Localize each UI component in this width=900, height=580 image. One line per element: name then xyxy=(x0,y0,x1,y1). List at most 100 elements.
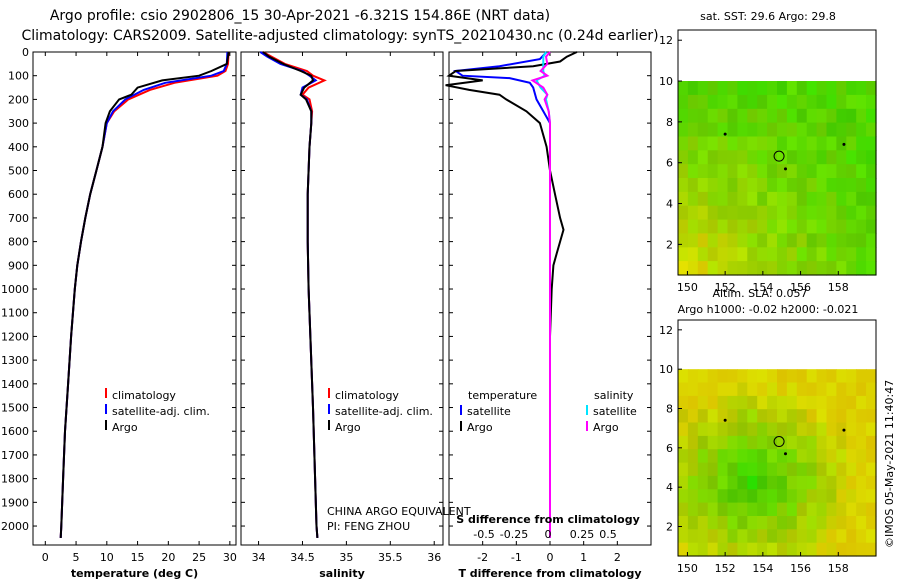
map-frame xyxy=(677,319,877,557)
heatmap-cell xyxy=(866,150,877,165)
heatmap-cell xyxy=(816,409,828,424)
heatmap-cell xyxy=(687,542,699,557)
heatmap-cell xyxy=(747,422,758,437)
heatmap-cell xyxy=(816,94,828,110)
y-tick-label: 1400 xyxy=(1,378,29,391)
heatmap-cell xyxy=(816,136,828,151)
heatmap-cell xyxy=(826,122,837,138)
heatmap-cell xyxy=(707,435,719,450)
heatmap-cell xyxy=(747,108,758,124)
heatmap-cell xyxy=(767,409,778,424)
heatmap-cell xyxy=(707,409,719,424)
heatmap-cell xyxy=(796,409,808,424)
series-line-argo xyxy=(262,51,319,538)
heatmap-cell xyxy=(866,108,877,124)
heatmap-cell xyxy=(707,261,719,276)
heatmap-cell xyxy=(846,94,857,110)
heatmap-cell xyxy=(717,261,729,276)
heatmap-cell xyxy=(747,369,758,384)
heatmap-cell xyxy=(737,219,748,235)
heatmap-cell xyxy=(846,369,857,384)
legend-heading: salinity xyxy=(594,389,634,402)
y-tick-label: 1300 xyxy=(1,354,29,367)
heatmap-cell xyxy=(737,81,748,96)
heatmap-cell xyxy=(826,422,837,437)
heatmap-cell xyxy=(767,122,778,138)
heatmap-cell xyxy=(836,369,847,384)
heatmap-cell xyxy=(687,178,699,193)
heatmap-cell xyxy=(757,542,768,557)
heatmap-cell xyxy=(806,449,818,464)
heatmap-cell xyxy=(836,409,847,424)
profile-panel-3: -2 -1 0 1 2 T difference from climatology xyxy=(445,51,652,580)
heatmap-cell xyxy=(727,261,738,276)
heatmap-cell xyxy=(687,435,699,450)
chart-panels: 0100200300400500600700800900100011001200… xyxy=(1,29,877,580)
heatmap-cell xyxy=(786,422,798,437)
heatmap-cell xyxy=(806,542,818,557)
heatmap-cell xyxy=(846,205,857,221)
heatmap-cell xyxy=(737,261,748,276)
sla-panel-title-1: Altim. SLA: 0.057 xyxy=(712,287,807,300)
heatmap-cell xyxy=(796,178,808,193)
heatmap-cell xyxy=(786,542,798,557)
heatmap-cell xyxy=(717,382,729,397)
heatmap-cell xyxy=(796,529,808,544)
island-dot xyxy=(842,142,846,146)
heatmap-cell xyxy=(757,178,768,193)
heatmap-cell xyxy=(747,261,758,276)
legend-entry: Argo xyxy=(335,421,361,434)
heatmap-cell xyxy=(727,409,738,424)
heatmap-cell xyxy=(806,382,818,397)
heatmap-cell xyxy=(846,81,857,96)
heatmap-cell xyxy=(687,191,699,207)
heatmap-cell xyxy=(866,122,877,138)
heatmap-cell xyxy=(678,122,689,138)
heatmap-cell xyxy=(786,81,798,96)
heatmap-cell xyxy=(826,191,837,207)
heatmap-cell xyxy=(786,409,798,424)
heatmap-cell xyxy=(846,462,857,477)
heatmap-cell xyxy=(687,462,699,477)
heatmap-cell xyxy=(836,395,847,410)
heatmap-cell xyxy=(697,529,709,544)
heatmap-cell xyxy=(777,150,788,165)
heatmap-cell xyxy=(777,205,788,221)
heatmap-cell xyxy=(747,409,758,424)
heatmap-cell xyxy=(846,191,857,207)
y-tick-label: 400 xyxy=(8,141,29,154)
heatmap-cell xyxy=(717,150,729,165)
heatmap-cell xyxy=(806,261,818,276)
heatmap-cell xyxy=(687,475,699,490)
sst-panel-title: sat. SST: 29.6 Argo: 29.8 xyxy=(700,10,836,23)
heatmap-cell xyxy=(767,449,778,464)
heatmap-cell xyxy=(796,164,808,179)
heatmap-cell xyxy=(846,516,857,530)
heatmap-cell xyxy=(697,108,709,124)
y-tick-label: 1700 xyxy=(1,449,29,462)
heatmap-cell xyxy=(777,435,788,450)
heatmap-cell xyxy=(796,94,808,110)
x-tick-label: 34 xyxy=(252,551,266,564)
heatmap-cell xyxy=(727,382,738,397)
heatmap-cell xyxy=(786,475,798,490)
heatmap-cell xyxy=(816,475,828,490)
heatmap-cell xyxy=(796,516,808,530)
heatmap-cell xyxy=(866,422,877,437)
heatmap-cell xyxy=(678,164,689,179)
heatmap-cell xyxy=(687,489,699,504)
heatmap-cell xyxy=(697,462,709,477)
heatmap-cell xyxy=(757,108,768,124)
heatmap-cell xyxy=(786,261,798,276)
heatmap-cell xyxy=(846,422,857,437)
heatmap-cell xyxy=(678,178,689,193)
y-tick-label: 0 xyxy=(22,46,29,59)
heatmap-cell xyxy=(856,502,867,517)
legend-entry: Argo xyxy=(467,421,493,434)
heatmap-cell xyxy=(707,94,719,110)
heatmap-cell xyxy=(767,462,778,477)
heatmap-cell xyxy=(727,395,738,410)
island-dot xyxy=(783,167,787,171)
heatmap-cell xyxy=(747,191,758,207)
inner-tick-label: 0.25 xyxy=(570,528,595,541)
